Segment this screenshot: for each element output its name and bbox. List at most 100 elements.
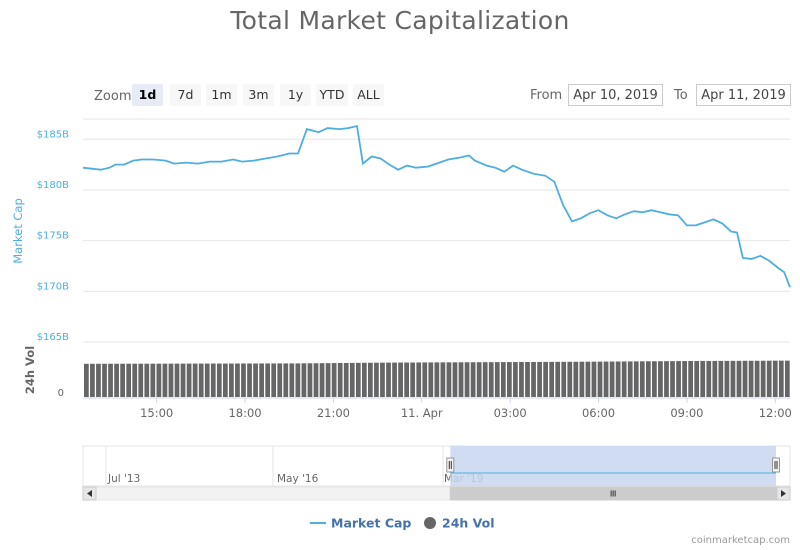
x-tick-label: 11. Apr xyxy=(401,406,443,420)
volume-bar xyxy=(392,362,397,397)
x-tick-label: 12:00 xyxy=(759,406,792,420)
navigator-label: May '16 xyxy=(277,473,319,485)
y-tick-label: $170B xyxy=(37,281,69,292)
credit-link[interactable]: coinmarketcap.com xyxy=(691,535,790,546)
volume-bar xyxy=(766,360,772,397)
volume-bar xyxy=(380,362,385,397)
volume-bar xyxy=(331,363,337,397)
volume-bar xyxy=(706,360,712,397)
volume-bar xyxy=(144,363,150,397)
volume-bar xyxy=(108,363,113,397)
volume-bar xyxy=(694,360,700,397)
volume-bar xyxy=(742,360,748,397)
volume-bar xyxy=(494,362,500,397)
scroll-right-arrow-icon xyxy=(781,490,786,497)
volume-bar xyxy=(368,362,373,397)
to-date-input[interactable]: Apr 11, 2019 xyxy=(696,84,791,106)
navigator-handle-box[interactable] xyxy=(772,457,780,473)
volume-bar xyxy=(253,363,258,397)
navigator-handle-box[interactable] xyxy=(446,457,455,473)
scroll-left-arrow-icon xyxy=(87,490,92,497)
volume-bar xyxy=(84,363,89,397)
navigator-label: Jul '13 xyxy=(107,473,140,485)
zoom-button-3m[interactable]: 3m xyxy=(243,84,274,106)
volume-bar xyxy=(198,363,204,397)
volume-bars xyxy=(84,360,790,397)
from-date-input[interactable]: Apr 10, 2019 xyxy=(568,84,663,106)
volume-bar xyxy=(537,361,542,397)
volume-bar xyxy=(778,360,784,397)
volume-bar xyxy=(446,362,452,397)
volume-bar xyxy=(186,363,192,397)
zoom-label: Zoom xyxy=(94,89,132,104)
legend-market-cap-label[interactable]: Market Cap xyxy=(331,516,411,531)
grid-lines xyxy=(83,138,790,343)
navigator-right-handle[interactable] xyxy=(772,457,780,473)
volume-bar xyxy=(90,363,95,397)
volume-bar xyxy=(222,363,228,397)
volume-bar xyxy=(603,361,609,397)
volume-bar xyxy=(476,362,482,397)
volume-bar xyxy=(289,363,295,397)
volume-bar xyxy=(652,361,657,397)
navigator-selection[interactable] xyxy=(450,446,776,486)
volume-bar xyxy=(168,363,174,397)
volume-bar xyxy=(319,363,325,397)
from-label: From xyxy=(530,88,563,103)
zoom-button-1d[interactable]: 1d xyxy=(132,84,163,106)
volume-bar xyxy=(736,360,742,397)
volume-bar xyxy=(609,361,615,397)
chart-title: Total Market Capitalization xyxy=(230,6,570,35)
legend: Market Cap 24h Vol xyxy=(310,516,495,531)
volume-bar xyxy=(301,363,307,397)
zoom-button-1m[interactable]: 1m xyxy=(206,84,237,106)
volume-bar xyxy=(96,363,101,397)
volume-bar xyxy=(531,361,536,397)
volume-bar xyxy=(543,361,548,397)
volume-axis-title: 24h Vol xyxy=(23,346,37,394)
volume-bar xyxy=(772,360,778,397)
volume-bar xyxy=(313,363,319,397)
zoom-button-7d[interactable]: 7d xyxy=(170,84,201,106)
volume-bar xyxy=(404,362,410,397)
volume-bar xyxy=(386,362,391,397)
volume-bar xyxy=(567,361,573,397)
volume-bar xyxy=(688,361,694,397)
volume-bar xyxy=(180,363,186,397)
volume-bar xyxy=(398,362,403,397)
volume-bar xyxy=(422,362,428,397)
volume-bar xyxy=(730,360,736,397)
volume-bar xyxy=(410,362,416,397)
volume-bar xyxy=(784,360,790,397)
volume-bar xyxy=(428,362,434,397)
volume-bar xyxy=(150,363,156,397)
volume-bar xyxy=(277,363,283,397)
navigator-left-handle[interactable] xyxy=(446,457,455,473)
volume-bar xyxy=(325,363,331,397)
volume-bar xyxy=(120,363,125,397)
volume-bar xyxy=(639,361,645,397)
volume-bar xyxy=(247,363,252,397)
volume-bar xyxy=(192,363,198,397)
legend-volume-label[interactable]: 24h Vol xyxy=(442,516,495,531)
volume-bar xyxy=(585,361,591,397)
volume-bar xyxy=(748,360,754,397)
x-tick-label: 09:00 xyxy=(670,406,703,420)
zoom-button-all[interactable]: ALL xyxy=(353,84,384,106)
zoom-button-1y[interactable]: 1y xyxy=(280,84,311,106)
market-cap-line xyxy=(82,125,791,288)
volume-bar xyxy=(561,361,567,397)
volume-bar xyxy=(126,363,132,397)
scrollbar[interactable] xyxy=(82,486,791,501)
volume-bar xyxy=(440,362,446,397)
volume-bar xyxy=(482,362,488,397)
volume-bar xyxy=(621,361,627,397)
volume-bar xyxy=(645,361,651,397)
volume-bar xyxy=(259,363,264,397)
volume-bar xyxy=(452,362,458,397)
zoom-button-ytd[interactable]: YTD xyxy=(316,84,348,106)
volume-bar xyxy=(676,361,681,397)
volume-bar xyxy=(162,363,168,397)
x-tick-label: 06:00 xyxy=(582,406,615,420)
